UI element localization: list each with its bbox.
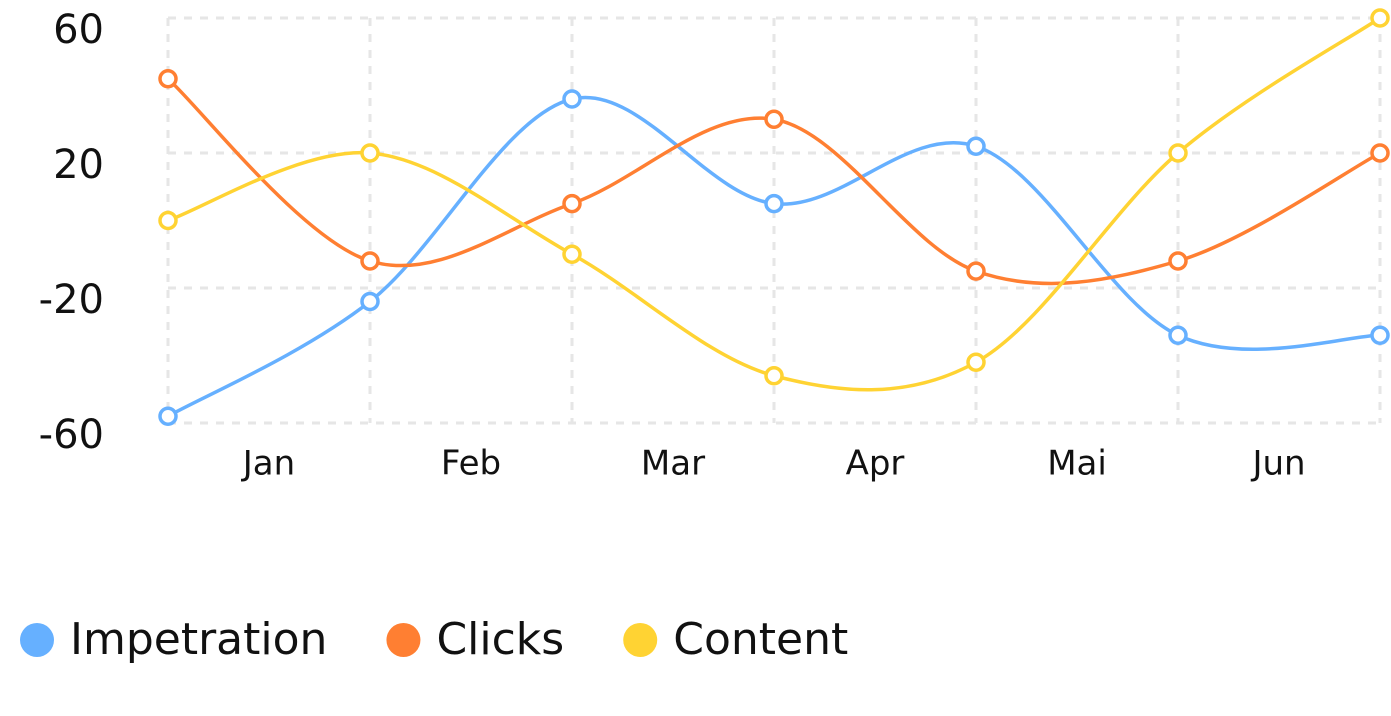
x-tick-label: Jan: [241, 444, 295, 484]
data-point: [1168, 143, 1188, 163]
data-point: [1370, 143, 1390, 163]
legend-label: Content: [673, 614, 848, 665]
data-point: [562, 193, 582, 214]
data-point: [1168, 251, 1188, 271]
data-point: [562, 89, 582, 109]
x-tick-label: Jun: [1250, 444, 1305, 484]
data-point: [562, 244, 582, 264]
data-point: [360, 291, 380, 312]
y-tick-label: -20: [39, 277, 104, 323]
data-point: [1168, 325, 1188, 345]
data-point: [360, 251, 380, 271]
data-point: [966, 136, 986, 156]
data-point: [966, 261, 986, 281]
data-point: [764, 366, 784, 386]
legend-label: Clicks: [436, 614, 564, 665]
x-tick-label: Mar: [641, 444, 705, 484]
x-tick-label: Mai: [1047, 444, 1107, 484]
data-point: [764, 193, 784, 214]
legend-marker: [20, 623, 54, 657]
x-tick-label: Feb: [441, 444, 501, 484]
data-point: [158, 69, 178, 89]
legend-label: Impetration: [70, 614, 327, 665]
x-tick-label: Apr: [846, 444, 905, 484]
data-point: [158, 406, 178, 426]
legend-marker: [386, 623, 421, 657]
data-point: [1370, 325, 1390, 345]
y-tick-label: -60: [39, 412, 104, 458]
data-point: [360, 143, 380, 163]
legend-marker: [623, 623, 658, 657]
data-point: [158, 210, 178, 231]
y-tick-label: 20: [53, 142, 104, 188]
data-point: [764, 109, 784, 129]
data-point: [1370, 8, 1390, 28]
y-tick-label: 60: [53, 7, 104, 53]
data-point: [966, 352, 986, 372]
